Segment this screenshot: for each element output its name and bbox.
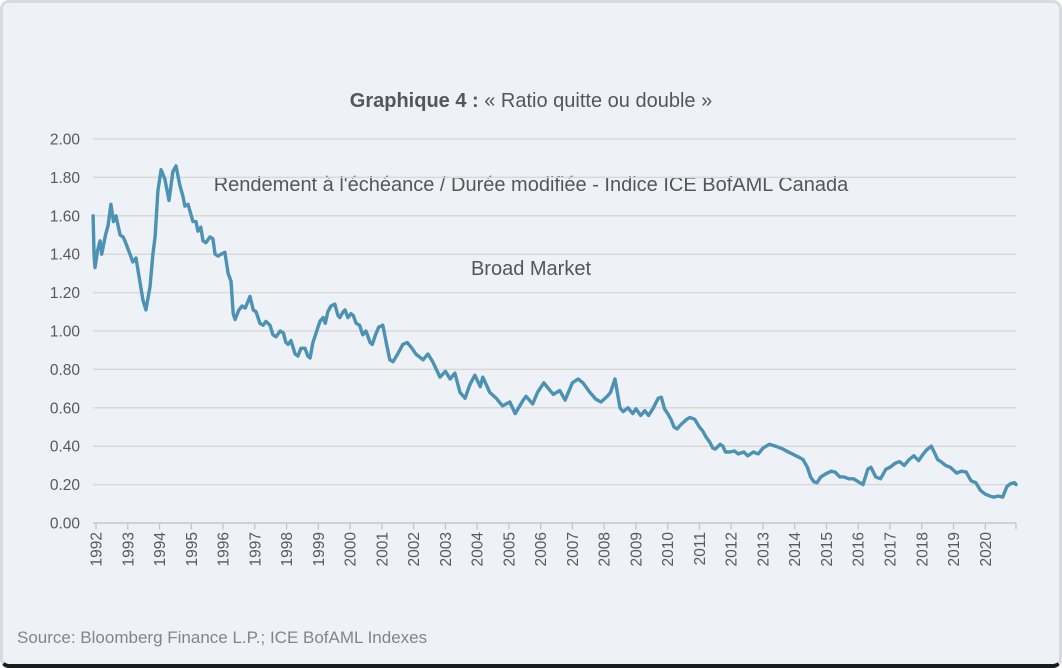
y-axis-tick-label: 1.80 bbox=[50, 170, 81, 187]
x-axis-tick-label: 2018 bbox=[914, 532, 931, 566]
chart-title-line1: Graphique 4 : « Ratio quitte ou double » bbox=[3, 87, 1059, 115]
y-axis-tick-label: 0.40 bbox=[50, 439, 81, 456]
y-axis-tick-label: 1.40 bbox=[50, 247, 81, 264]
x-axis-tick-label: 2008 bbox=[597, 532, 614, 566]
y-axis-tick-label: 0.00 bbox=[50, 516, 81, 533]
y-axis-labels: 0.00 0.20 0.40 0.60 0.80 1.00 1.20 1.40 1.60 1.80… bbox=[50, 132, 81, 533]
x-axis-tick-label: 2001 bbox=[374, 532, 391, 566]
x-axis-tick-label: 1997 bbox=[247, 532, 264, 566]
source-note: Source: Bloomberg Finance L.P.; ICE BofA… bbox=[17, 628, 428, 647]
x-axis-tick-label: 1998 bbox=[279, 532, 296, 566]
y-axis-tick-label: 0.20 bbox=[50, 477, 81, 494]
x-axis-tick-label: 1996 bbox=[216, 532, 233, 566]
line-chart: 0.00 0.20 0.40 0.60 0.80 1.00 1.20 1.40 1.60 1.80… bbox=[50, 132, 1018, 567]
x-axis-tick-label: 1992 bbox=[89, 532, 106, 566]
x-axis-tick-label: 1995 bbox=[184, 532, 201, 566]
x-axis-labels: 1992 1993 1994 1995 1996 1997 1998 1999 2000 2001… bbox=[89, 532, 995, 567]
x-axis-tick-label: 1999 bbox=[311, 532, 328, 566]
x-axis-tick-label: 2013 bbox=[755, 532, 772, 566]
x-axis-tick-label: 2011 bbox=[692, 532, 709, 565]
chart-title-prefix: Graphique 4 : bbox=[349, 90, 479, 112]
x-axis-tick-label: 2010 bbox=[660, 532, 677, 567]
x-axis-tick-label: 2004 bbox=[470, 532, 487, 567]
x-axis-tick-label: 2014 bbox=[787, 532, 804, 567]
x-axis-tick-label: 2003 bbox=[438, 532, 455, 566]
x-axis-tick-label: 2020 bbox=[978, 532, 995, 567]
x-axis-tick-label: 2016 bbox=[851, 532, 868, 566]
y-axis-tick-label: 0.80 bbox=[50, 362, 81, 379]
x-axis-tick-label: 2017 bbox=[883, 532, 900, 566]
y-axis-tick-label: 1.60 bbox=[50, 208, 81, 225]
x-axis-tick-label: 1994 bbox=[152, 532, 169, 567]
y-axis-tick-label: 1.20 bbox=[50, 285, 81, 302]
x-axis-ticks bbox=[95, 523, 1017, 530]
x-axis-tick-label: 2019 bbox=[946, 532, 963, 566]
series-line bbox=[91, 164, 1018, 499]
x-axis-tick-label: 2007 bbox=[565, 532, 582, 566]
y-axis-tick-label: 0.60 bbox=[50, 400, 81, 417]
chart-title-line1-rest: « Ratio quitte ou double » bbox=[478, 90, 713, 112]
chart-title: Graphique 4 : « Ratio quitte ou double »… bbox=[3, 31, 1059, 339]
gridlines bbox=[93, 138, 1016, 524]
y-axis-tick-label: 2.00 bbox=[50, 132, 81, 149]
x-axis-tick-label: 2012 bbox=[724, 532, 741, 566]
y-axis-tick-label: 1.00 bbox=[50, 324, 81, 341]
x-axis-tick-label: 2000 bbox=[343, 532, 360, 567]
x-axis-tick-label: 2015 bbox=[819, 532, 836, 566]
chart-title-line3: Broad Market bbox=[470, 258, 592, 280]
x-axis-tick-label: 1993 bbox=[120, 532, 137, 566]
chart-title-line2: Rendement à l'échéance / Durée modifiée … bbox=[213, 174, 849, 196]
x-axis-tick-label: 2002 bbox=[406, 532, 423, 566]
x-axis-tick-label: 2009 bbox=[628, 532, 645, 566]
x-axis-tick-label: 2006 bbox=[533, 532, 550, 566]
x-axis-tick-label: 2005 bbox=[501, 532, 518, 566]
